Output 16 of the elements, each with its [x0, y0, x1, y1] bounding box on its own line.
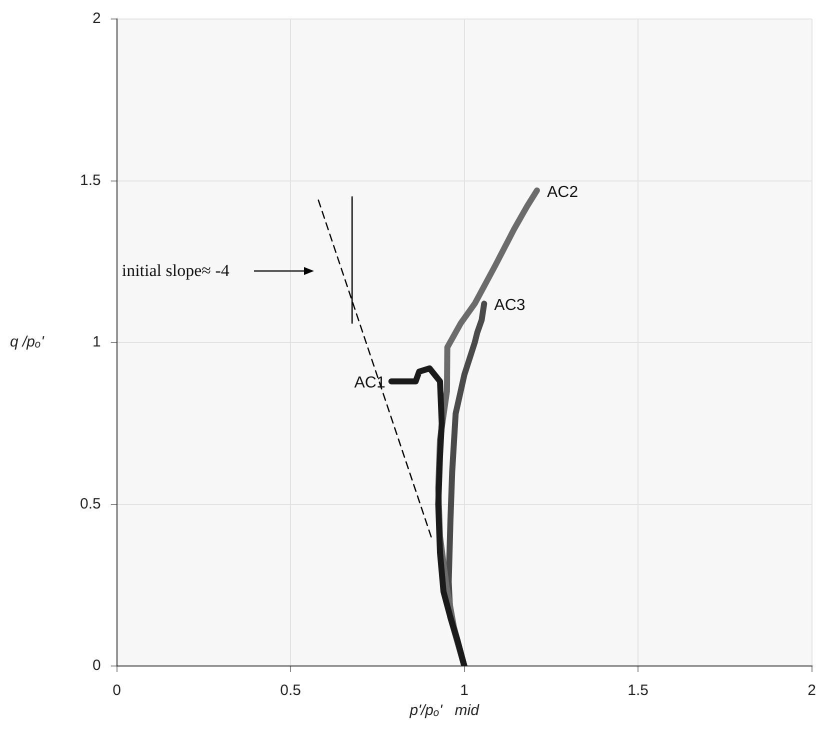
- y-tick-label: 0.5: [80, 495, 101, 512]
- x-tick-label: 1.5: [628, 682, 649, 700]
- x-tick-label: 0.5: [280, 682, 302, 700]
- y-tick-label: 2: [92, 10, 101, 28]
- y-tick-label: 0: [92, 657, 101, 674]
- x-axis-title: p'/pₒ' mid: [408, 702, 480, 720]
- x-tick-label: 2: [808, 682, 816, 700]
- series-label: AC1: [354, 374, 386, 392]
- series-label: AC3: [494, 297, 526, 314]
- y-tick-label: 1.5: [80, 172, 101, 189]
- y-axis-title: q /pₒ': [10, 334, 45, 351]
- x-tick-label: 0: [112, 682, 122, 700]
- series-label: AC2: [546, 184, 578, 201]
- y-tick-label: 1: [92, 334, 101, 351]
- annotation: initial slope≈ -4: [122, 260, 230, 280]
- x-tick-label: 1: [460, 682, 469, 700]
